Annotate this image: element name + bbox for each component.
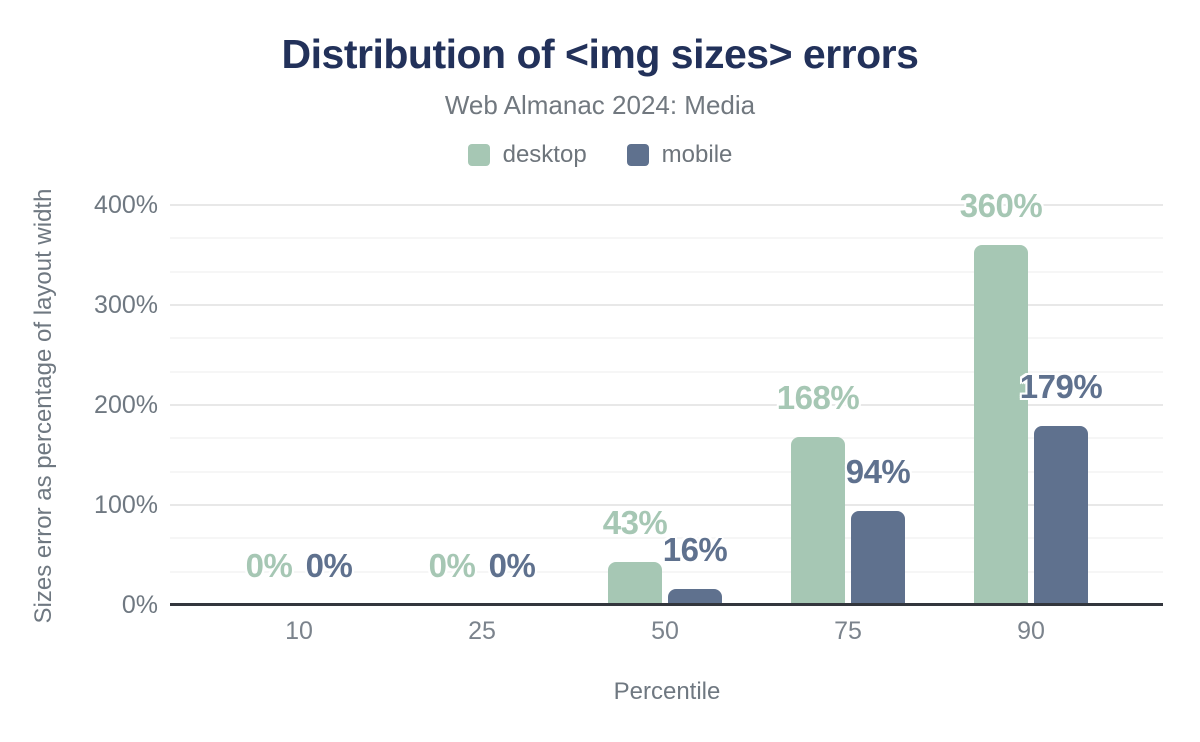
major-gridline [170, 204, 1163, 206]
legend-item-mobile: mobile [626, 141, 733, 168]
y-tick-label: 300% [94, 291, 158, 319]
minor-gridline [170, 270, 1163, 273]
chart-title: Distribution of <img sizes> errors [281, 31, 919, 77]
minor-gridline [170, 370, 1163, 373]
minor-gridline [170, 437, 1163, 440]
y-tick-label: 0% [121, 591, 158, 619]
minor-gridline [170, 237, 1163, 240]
x-tick-label: 75 [834, 617, 862, 645]
bar-mobile-p50 [668, 589, 722, 605]
bar-mobile-p90 [1034, 426, 1088, 605]
x-tick-label: 50 [651, 617, 679, 645]
minor-gridline [170, 337, 1163, 340]
legend-label-mobile: mobile [661, 141, 733, 168]
data-label-mobile-p75: 94% [845, 453, 911, 490]
minor-gridline [170, 537, 1163, 540]
major-gridline [170, 304, 1163, 306]
minor-gridline [170, 470, 1163, 473]
data-label-desktop-p10: 0% [245, 547, 293, 584]
minor-gridline [170, 570, 1163, 573]
data-label-desktop-p25: 0% [428, 547, 476, 584]
y-axis-title: Sizes error as percentage of layout widt… [30, 188, 57, 624]
y-tick-label: 400% [94, 191, 158, 219]
legend-label-desktop: desktop [502, 141, 587, 168]
bar-desktop-p50 [608, 562, 662, 605]
mobile-swatch-icon [626, 144, 649, 166]
legend: desktop mobile [0, 143, 1200, 167]
x-tick-label: 25 [468, 617, 496, 645]
x-tick-label: 10 [285, 617, 313, 645]
data-label-mobile-p90: 179% [1019, 368, 1103, 405]
bar-desktop-p90 [974, 245, 1028, 605]
x-axis-line [170, 603, 1163, 606]
x-tick-label: 90 [1017, 617, 1045, 645]
data-label-mobile-p25: 0% [488, 547, 536, 584]
major-gridline [170, 504, 1163, 506]
data-label-desktop-p90: 360% [959, 187, 1043, 224]
bar-mobile-p75 [851, 511, 905, 605]
y-tick-label: 200% [94, 391, 158, 419]
x-axis-title: Percentile [613, 678, 721, 705]
data-label-mobile-p50: 16% [662, 531, 728, 568]
y-tick-label: 100% [94, 491, 158, 519]
chart-subtitle: Web Almanac 2024: Media [444, 90, 756, 120]
desktop-swatch-icon [467, 144, 490, 166]
bar-desktop-p75 [791, 437, 845, 605]
data-label-desktop-p75: 168% [776, 379, 860, 416]
data-label-mobile-p10: 0% [305, 547, 353, 584]
major-gridline [170, 404, 1163, 406]
data-label-desktop-p50: 43% [602, 504, 668, 541]
legend-item-desktop: desktop [467, 141, 587, 168]
